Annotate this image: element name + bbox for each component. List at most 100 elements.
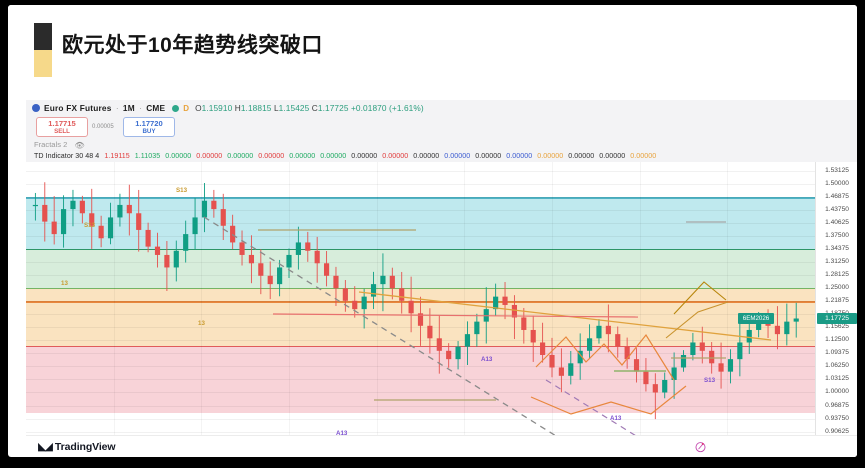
candle-body-67 xyxy=(662,379,668,393)
candle-body-20 xyxy=(220,209,226,226)
price-tick-12: 1.15625 xyxy=(825,323,849,331)
price-tick-16: 1.03125 xyxy=(825,375,849,383)
sell-label: SELL xyxy=(54,127,70,135)
chart-annotation-a13-5: A13 xyxy=(481,356,493,363)
candle-body-15 xyxy=(173,250,179,268)
replay-icon[interactable] xyxy=(694,440,707,453)
candle-body-73 xyxy=(718,363,724,372)
indicator-fractals-row[interactable]: Fractals 2 👁 xyxy=(34,140,85,150)
candle-body-33 xyxy=(342,288,348,301)
td-params: 30 48 4 xyxy=(75,152,100,160)
chart-annotation-s13-0: S13 xyxy=(84,222,96,229)
candle-body-59 xyxy=(586,338,593,351)
chart-annotation-13-2: 13 xyxy=(61,280,68,287)
td-values: 1.19115 1.11035 0.00000 0.00000 0.00000 0.000… xyxy=(99,152,656,160)
candle-body-19 xyxy=(211,200,217,210)
td-value-15: 0.00000 xyxy=(568,152,595,160)
red-resistance-line[interactable] xyxy=(272,313,639,318)
globe-icon xyxy=(32,104,40,112)
candle-body-14 xyxy=(164,254,170,268)
candlestick-series xyxy=(32,182,799,420)
chart-bottom-bar: ◣◢ TradingView xyxy=(26,435,857,457)
candle-body-45 xyxy=(455,346,461,360)
symbol-exchange[interactable]: CME xyxy=(146,103,166,113)
td-value-7: 0.00000 xyxy=(320,152,347,160)
accent-bar-top xyxy=(34,23,52,50)
td-value-4: 0.00000 xyxy=(227,152,254,160)
price-tick-19: 0.93750 xyxy=(825,414,849,422)
page-title: 欧元处于10年趋势线突破口 xyxy=(62,34,323,57)
breakout-wedge[interactable] xyxy=(673,281,727,315)
candle-body-66 xyxy=(652,384,658,393)
symbol-name[interactable]: Euro FX Futures xyxy=(44,103,112,113)
breakout-wedge-lower[interactable] xyxy=(665,301,729,339)
ten-year-trendline[interactable] xyxy=(203,216,815,435)
symbol-interval[interactable]: 1M xyxy=(122,103,135,113)
zone-boundary-line-0 xyxy=(26,197,815,199)
candle-body-23 xyxy=(248,254,255,264)
gridline-14 xyxy=(26,353,815,355)
orange-pattern-neckline[interactable] xyxy=(530,385,687,415)
candle-body-6 xyxy=(89,213,95,226)
chart-annotation-13-3: 13 xyxy=(198,320,205,327)
headline-banner: 欧元处于10年趋势线突破口 xyxy=(8,5,857,93)
zone-boundary-line-4 xyxy=(26,345,815,348)
candle-body-35 xyxy=(361,296,367,310)
orange-pattern-left[interactable] xyxy=(535,333,675,381)
td-value-0: 1.19115 xyxy=(104,152,130,160)
plot-area[interactable]: S13 S13 13 13 A13 A13 A13 S13 xyxy=(26,162,815,435)
price-tick-13: 1.12500 xyxy=(825,336,849,344)
close-label: C xyxy=(311,103,318,113)
fractals-param: 2 xyxy=(63,140,68,149)
eye-icon[interactable]: 👁 xyxy=(74,141,85,150)
tradingview-chart[interactable]: Euro FX Futures · 1M · CME D O1.15910 H1.1… xyxy=(26,100,857,457)
candle-body-36 xyxy=(370,284,377,297)
candle-body-22 xyxy=(239,242,245,255)
td-value-9: 0.00000 xyxy=(382,152,409,160)
vertical-gridline-8 xyxy=(727,162,728,435)
gridline-1 xyxy=(26,184,815,186)
candle-body-65 xyxy=(643,371,649,385)
candle-body-81 xyxy=(793,318,799,322)
buy-label: BUY xyxy=(142,127,156,135)
candle-body-29 xyxy=(305,242,311,251)
vertical-gridline-7 xyxy=(640,162,641,435)
price-tick-6: 1.34375 xyxy=(825,245,849,253)
candle-body-46 xyxy=(464,334,471,347)
td-value-6: 0.00000 xyxy=(289,152,316,160)
sell-button[interactable]: 1.17715 SELL xyxy=(36,117,88,137)
trendline-extension[interactable] xyxy=(545,379,815,435)
gridline-2 xyxy=(26,197,815,199)
price-tick-14: 1.09375 xyxy=(825,349,849,357)
candle-body-37 xyxy=(380,275,386,285)
td-name: TD Indicator xyxy=(34,152,74,160)
candle-body-71 xyxy=(699,342,705,351)
indicator-td-row[interactable]: TD Indicator 30 48 4 1.19115 1.11035 0.0000… xyxy=(34,152,656,160)
drawings-overlay[interactable] xyxy=(26,162,815,435)
chart-annotation-s13-7: S13 xyxy=(704,377,716,384)
td-value-2: 0.00000 xyxy=(165,152,192,160)
candle-body-30 xyxy=(314,250,320,264)
vertical-gridline-2 xyxy=(201,162,202,435)
open-label: O xyxy=(195,103,202,113)
price-tick-4: 1.40625 xyxy=(825,219,849,227)
candle-body-51 xyxy=(511,304,518,318)
candle-body-75 xyxy=(737,342,743,360)
candle-body-52 xyxy=(521,317,527,330)
candle-body-4 xyxy=(70,200,76,210)
gridline-8 xyxy=(26,275,815,277)
candle-body-68 xyxy=(671,367,677,380)
price-tick-10: 1.21875 xyxy=(825,297,849,305)
legend-separator-2: · xyxy=(136,103,145,113)
gridline-15 xyxy=(26,366,815,368)
symbol-legend-row[interactable]: Euro FX Futures · 1M · CME D O1.15910 H1.1… xyxy=(32,103,424,115)
td-value-12: 0.00000 xyxy=(475,152,502,160)
tradingview-logo[interactable]: ◣◢ TradingView xyxy=(38,440,116,453)
close-value: 1.17725 xyxy=(317,103,349,113)
td-value-5: 0.00000 xyxy=(258,152,285,160)
candle-body-8 xyxy=(107,217,114,239)
buy-button[interactable]: 1.17720 BUY xyxy=(123,117,175,137)
page-canvas: 欧元处于10年趋势线突破口 Euro FX Futures · 1M · CME… xyxy=(8,5,857,457)
candle-body-2 xyxy=(51,221,57,235)
candle-body-49 xyxy=(493,296,499,310)
